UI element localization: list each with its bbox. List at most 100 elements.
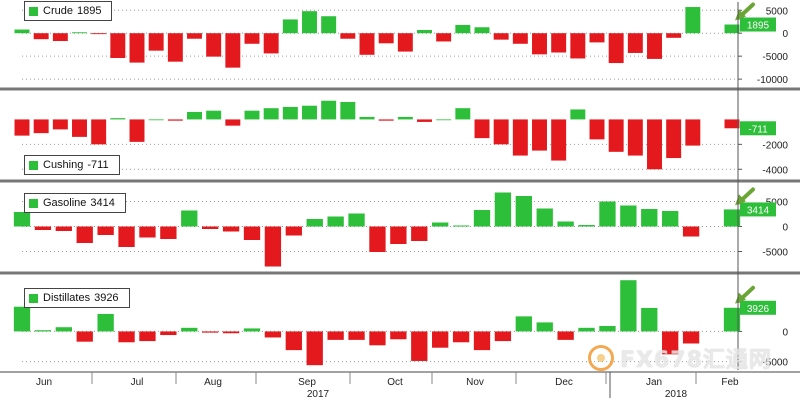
gasoline-bar — [222, 226, 240, 232]
crude-bar — [627, 33, 643, 53]
gasoline-bar — [202, 226, 219, 229]
gasoline-bar — [306, 219, 323, 227]
crude-bar — [110, 33, 126, 58]
distillates-bar — [160, 331, 177, 336]
cushing-bar — [647, 119, 662, 170]
cushing-bar — [474, 119, 490, 139]
distillates-bar — [723, 307, 741, 332]
cushing-bar — [302, 105, 317, 120]
distillates-bar — [34, 330, 52, 332]
crude-last-value-label: 1895 — [747, 21, 770, 32]
gasoline-bar — [473, 210, 491, 227]
cushing-bar — [321, 100, 337, 120]
year-tick-label: 2018 — [665, 389, 688, 400]
distillates-bar — [306, 331, 323, 366]
watermark-text: FX678汇通网 — [620, 348, 772, 373]
distillates-legend-swatch — [29, 293, 38, 303]
cushing-bar — [282, 106, 298, 120]
cushing-bar — [532, 119, 547, 151]
gasoline-bar — [662, 211, 679, 227]
distillates-bar — [202, 331, 219, 333]
crude-legend: Crude 1895 — [24, 1, 113, 21]
distillates-bar — [139, 331, 156, 342]
cushing-bar — [91, 119, 107, 145]
distillates-legend: Distillates 3926 — [24, 288, 130, 308]
distillates-bar — [13, 306, 31, 332]
distillates-bar — [494, 331, 512, 342]
distillates-bar — [243, 328, 261, 332]
gasoline-bar — [13, 212, 31, 227]
cushing-last-value-label: -711 — [748, 124, 768, 135]
crude-bar — [14, 29, 30, 34]
distillates-bar — [578, 327, 595, 332]
gasoline-bar — [682, 226, 700, 237]
distillates-legend-label: Distillates — [43, 292, 91, 304]
gasoline-ytick-label: 0 — [782, 223, 788, 234]
distillates-bar — [327, 331, 344, 340]
crude-bar — [359, 33, 375, 55]
cushing-bar — [72, 119, 87, 137]
cushing-bar — [206, 110, 222, 120]
cushing-bar — [225, 119, 241, 126]
gasoline-bar — [76, 226, 93, 243]
gasoline-legend-swatch — [29, 198, 38, 208]
gasoline-bar — [264, 226, 282, 267]
cushing-bar — [455, 108, 471, 120]
crude-bar — [244, 33, 260, 44]
crude-bar — [33, 33, 49, 40]
cushing-bar — [685, 119, 701, 146]
cushing-bar — [378, 119, 394, 121]
crude-bar — [187, 33, 202, 39]
gasoline-bar — [55, 226, 72, 231]
cushing-ytick-label: -2000 — [762, 140, 788, 151]
gasoline-bar — [348, 213, 365, 227]
gasoline-bar — [557, 221, 574, 227]
crude-bar — [206, 33, 222, 57]
cushing-last-value-box — [740, 121, 776, 136]
gasoline-bar — [390, 226, 407, 244]
gasoline-last-value-box — [740, 202, 776, 217]
distillates-last-value-box — [740, 300, 776, 315]
gasoline-bar — [494, 192, 512, 227]
cushing-bar — [148, 119, 164, 121]
distillates-bar — [515, 316, 532, 332]
gasoline-bar — [620, 205, 637, 227]
distillates-bar — [682, 331, 700, 344]
cushing-bar — [551, 119, 567, 161]
cushing-bar — [110, 118, 126, 120]
crude-bar — [666, 33, 682, 38]
cushing-ytick-label: -4000 — [762, 165, 788, 176]
cushing-bar — [724, 119, 740, 129]
month-tick-label: Oct — [387, 377, 403, 388]
cushing-bar — [14, 119, 30, 136]
gasoline-bar — [599, 201, 616, 227]
distillates-bar — [662, 331, 679, 355]
distillates-bar — [76, 331, 93, 342]
gasoline-ytick-label: -5000 — [762, 248, 788, 259]
crude-last-value-box — [740, 17, 776, 32]
gasoline-bar — [118, 226, 135, 247]
gasoline-bar — [723, 209, 741, 227]
distillates-bar — [348, 331, 365, 340]
distillates-bar — [55, 327, 72, 332]
month-tick-label: Jul — [131, 377, 144, 388]
gasoline-bar — [243, 226, 261, 240]
gasoline-bar — [641, 209, 658, 227]
cushing-bar — [52, 119, 68, 130]
cushing-bar — [359, 116, 375, 120]
cushing-legend-value: -711 — [87, 159, 109, 171]
crude-bar — [493, 33, 509, 40]
cushing-bar — [666, 119, 682, 159]
distillates-bar — [97, 313, 114, 332]
gasoline-bar — [327, 216, 344, 227]
cushing-bar — [436, 119, 452, 121]
crude-bar — [608, 33, 624, 64]
gasoline-bar — [181, 210, 198, 227]
gasoline-legend-value: 3414 — [90, 197, 115, 209]
distillates-bar — [390, 331, 407, 340]
crude-bar — [225, 33, 241, 68]
distillates-bar — [473, 331, 491, 351]
distillates-bar — [264, 331, 282, 338]
distillates-ytick-label: 0 — [782, 327, 788, 338]
crude-bar — [589, 33, 605, 43]
